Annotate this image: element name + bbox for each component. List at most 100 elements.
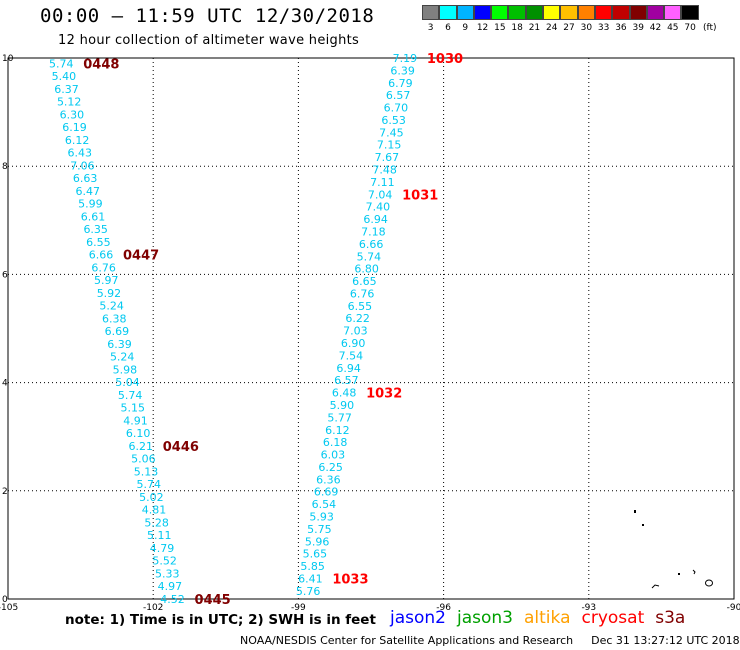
page-title: 00:00 – 11:59 UTC 12/30/2018 <box>40 5 375 27</box>
wave-height-value: 4.97 <box>158 580 183 593</box>
wave-height-value: 6.12 <box>65 134 90 147</box>
pass-time-label: 1032 <box>366 387 402 402</box>
wave-height-value: 5.96 <box>305 535 330 548</box>
colorbar-swatch <box>491 5 509 20</box>
colorbar-label: 21 <box>528 23 541 33</box>
legend-jason2: jason2 <box>390 608 446 628</box>
colorbar-swatch <box>612 5 630 20</box>
wave-height-value: 4.81 <box>142 504 167 517</box>
island-outline <box>651 584 660 589</box>
wave-height-value: 6.25 <box>318 461 343 474</box>
y-tick-label: 2 <box>2 487 8 497</box>
wave-height-value: 5.92 <box>97 287 122 300</box>
colorbar-cell: 6 <box>439 5 457 33</box>
y-tick-label: 4 <box>2 379 8 389</box>
wave-height-value: 6.53 <box>381 114 406 127</box>
colorbar-cell: 27 <box>560 5 578 33</box>
y-tick-label: 0 <box>2 595 8 605</box>
x-tick-label: -102 <box>143 603 163 610</box>
colorbar-cell: 30 <box>577 5 595 33</box>
wave-height-value: 7.48 <box>372 164 397 177</box>
island-outline <box>634 510 636 513</box>
wave-height-value: 5.90 <box>330 399 355 412</box>
wave-height-value: 5.52 <box>152 555 177 568</box>
wave-height-value: 6.39 <box>107 338 132 351</box>
colorbar-swatch <box>525 5 544 20</box>
colorbar-label: 36 <box>615 23 627 33</box>
colorbar-label: 33 <box>597 23 610 33</box>
legend-jason3: jason3 <box>457 608 513 628</box>
colorbar-swatch <box>508 5 526 20</box>
colorbar-swatch <box>456 5 474 20</box>
wave-height-value: 6.94 <box>363 213 388 226</box>
wave-height-value: 5.02 <box>139 491 164 504</box>
colorbar-label: 3 <box>427 23 434 33</box>
wave-height-value: 6.03 <box>321 449 346 462</box>
wave-height-value: 5.74 <box>136 478 161 491</box>
island-outline <box>692 569 696 575</box>
legend-cryosat: cryosat <box>581 608 645 628</box>
colorbar-cell: 39 <box>629 5 647 33</box>
x-tick-label: -105 <box>0 603 18 610</box>
wave-height-value: 6.36 <box>316 473 341 486</box>
pass-time-label: 1030 <box>427 52 463 67</box>
colorbar-label: 12 <box>476 23 489 33</box>
wave-height-value: 7.15 <box>377 139 402 152</box>
wave-height-value: 5.85 <box>300 560 325 573</box>
colorbar-cell: 3 <box>422 5 440 33</box>
colorbar-swatch <box>577 5 595 20</box>
wave-height-value: 6.70 <box>384 102 409 115</box>
colorbar-swatch <box>594 5 613 20</box>
wave-height-value: 7.19 <box>393 52 418 65</box>
wave-height-value: 5.06 <box>131 453 156 466</box>
colorbar-cell: 9 <box>456 5 474 33</box>
wave-height-value: 5.74 <box>118 389 143 402</box>
wave-height-value: 5.33 <box>155 567 180 580</box>
colorbar-label: 6 <box>445 23 451 33</box>
wave-height-value: 6.18 <box>323 436 348 449</box>
wave-height-value: 5.99 <box>78 198 103 211</box>
wave-height-value: 5.93 <box>309 511 334 524</box>
credit-source: NOAA/NESDIS Center for Satellite Applica… <box>240 634 574 647</box>
wave-height-value: 6.41 <box>298 572 323 585</box>
wave-height-value: 7.45 <box>379 126 404 139</box>
wave-height-value: 4.91 <box>123 414 148 427</box>
island-outline <box>642 524 644 526</box>
pass-time-label: 1031 <box>402 188 438 203</box>
colorbar-cell: 18 <box>508 5 526 33</box>
wave-height-value: 6.76 <box>91 261 116 274</box>
altimeter-map: -105-102-99-96-93-9002468105.745.406.375… <box>0 52 740 610</box>
colorbar-label: 42 <box>649 23 662 33</box>
wave-height-value: 5.24 <box>110 351 135 364</box>
wave-height-value: 6.10 <box>126 427 151 440</box>
colorbar-cell: 70 <box>681 5 699 33</box>
colorbar-label: 18 <box>511 23 523 33</box>
colorbar-cell: 15 <box>491 5 509 33</box>
wave-height-value: 5.24 <box>99 300 124 313</box>
colorbar-label: 15 <box>494 23 506 33</box>
wave-height-value: 6.55 <box>86 236 111 249</box>
x-tick-label: -90 <box>727 603 740 610</box>
wave-height-value: 6.21 <box>129 440 154 453</box>
colorbar-swatch <box>473 5 492 20</box>
colorbar-label: 70 <box>684 23 696 33</box>
x-tick-label: -99 <box>291 603 306 610</box>
colorbar-label: 27 <box>563 23 575 33</box>
wave-height-value: 5.74 <box>49 57 74 70</box>
page-subtitle: 12 hour collection of altimeter wave hei… <box>58 33 360 48</box>
wave-height-value: 6.79 <box>388 77 413 90</box>
colorbar-cell: 45 <box>664 5 682 33</box>
legend-s3a: s3a <box>655 608 686 628</box>
wave-height-value: 7.04 <box>368 188 393 201</box>
pass-time-label: 0448 <box>83 57 119 72</box>
pass-time-label: 1033 <box>332 572 368 587</box>
wave-height-value: 6.57 <box>386 89 411 102</box>
pass-time-label: 0445 <box>195 593 231 608</box>
wave-height-value: 6.69 <box>105 325 130 338</box>
colorbar-swatch <box>439 5 457 20</box>
island-outline <box>678 573 680 575</box>
wave-height-value: 5.75 <box>307 523 332 536</box>
colorbar-swatch <box>646 5 665 20</box>
wave-height-value: 6.61 <box>81 210 106 223</box>
wave-height-value: 6.54 <box>312 498 337 511</box>
